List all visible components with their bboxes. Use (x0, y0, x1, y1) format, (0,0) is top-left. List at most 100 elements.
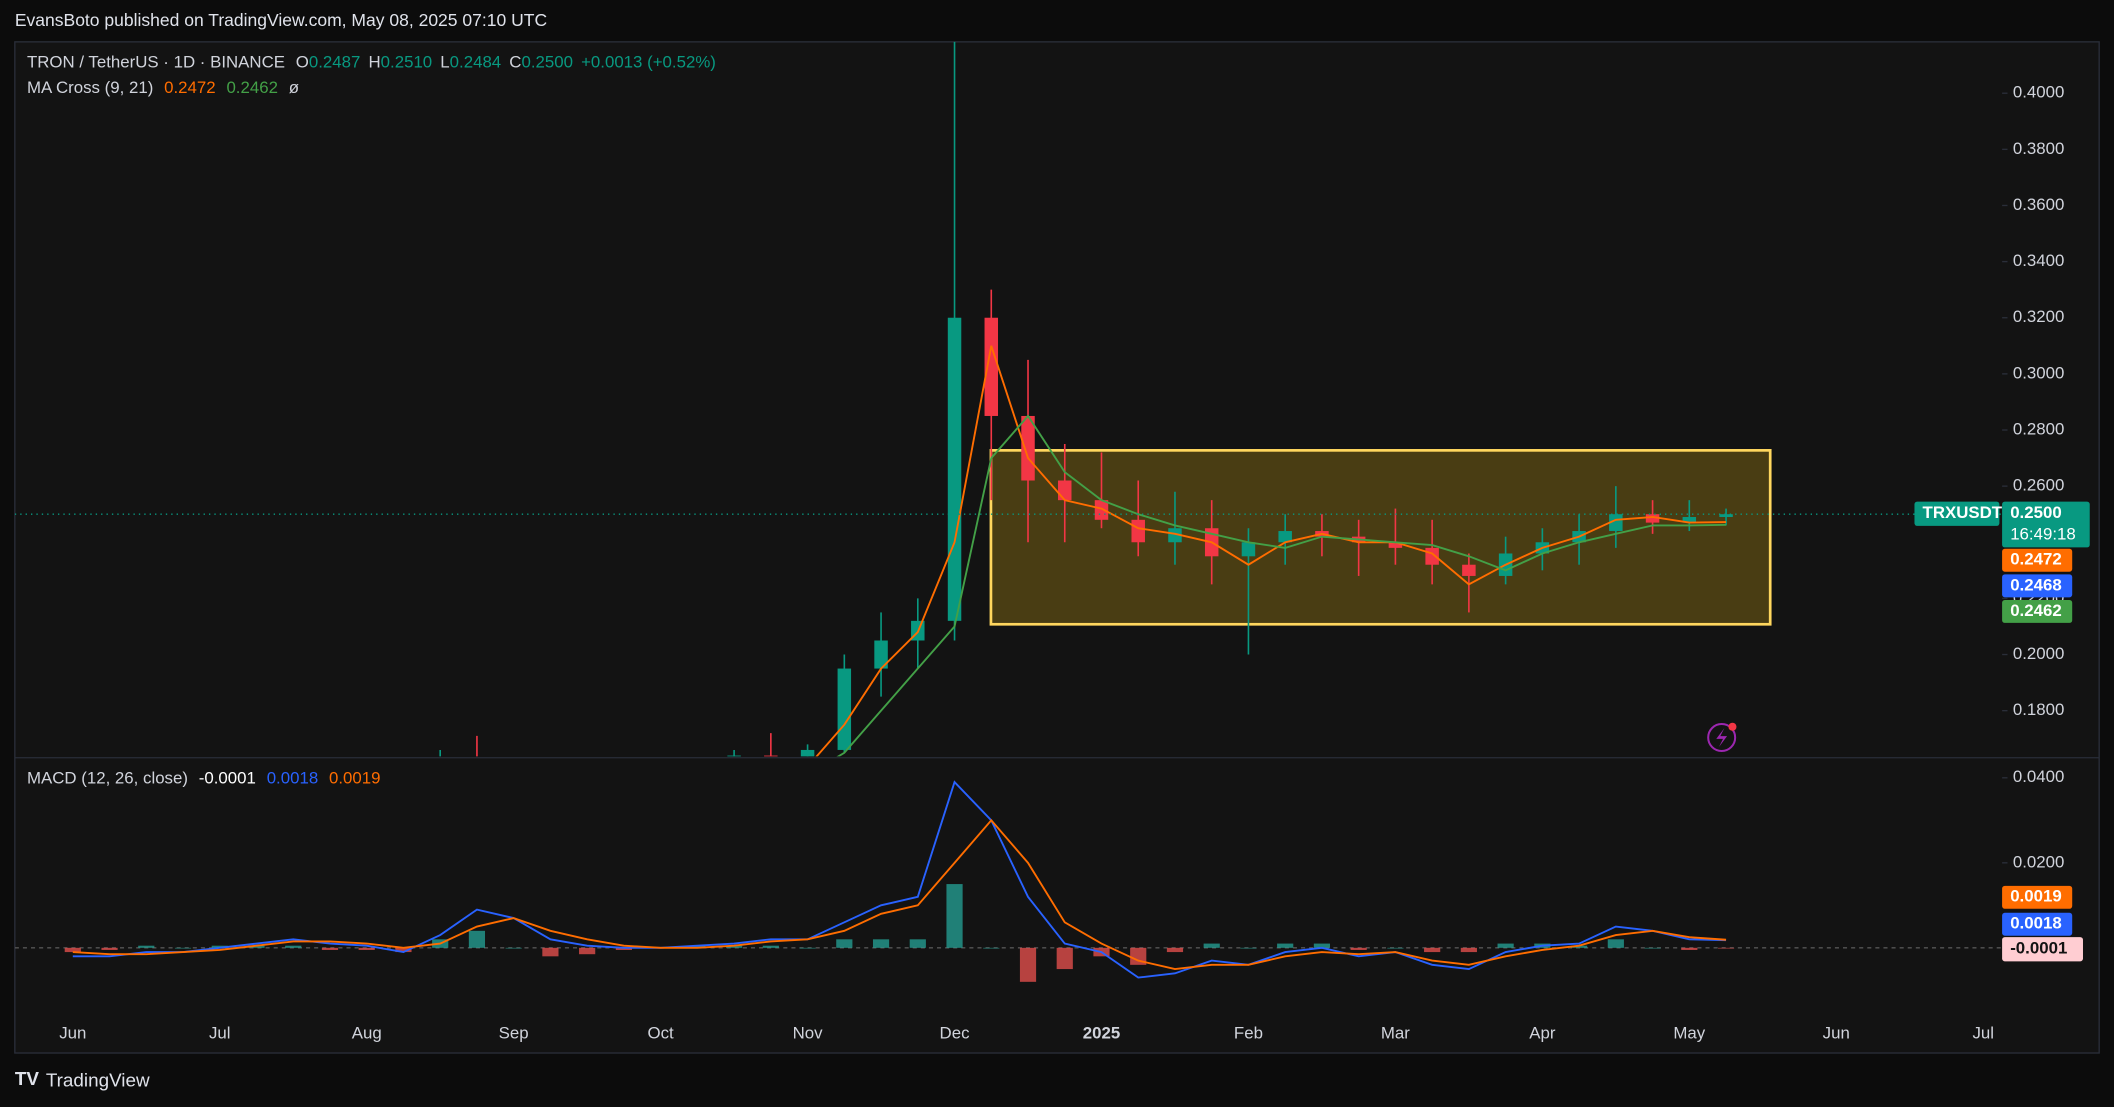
y-tick-label: 0.1800 (2013, 700, 2065, 719)
quote-value: 0.2484 (450, 53, 502, 72)
price-badge (2002, 885, 2073, 909)
histogram-bar (799, 947, 816, 949)
candle-body (837, 668, 852, 750)
ma-value: 0.2472 (164, 78, 216, 97)
price-badge (2002, 600, 2073, 623)
histogram-bar (946, 884, 963, 948)
quote-key: O (296, 53, 309, 72)
histogram-bar (872, 939, 890, 948)
x-tick-label: Jul (209, 1024, 231, 1043)
ma-title: MA Cross (9, 21) (27, 78, 153, 97)
badge-label: 0.2500 (2010, 503, 2062, 522)
histogram-bar (211, 945, 228, 948)
price-badge (2002, 937, 2083, 962)
histogram-bar (836, 939, 853, 948)
candle-body (874, 640, 888, 669)
x-tick-label: Jun (59, 1024, 86, 1043)
y-tick-label: 0.0400 (2013, 767, 2065, 786)
histogram-bar (542, 947, 559, 957)
histogram-bar (505, 947, 522, 949)
badge-label: 0.2462 (2010, 601, 2062, 620)
histogram-bar (358, 947, 375, 950)
candle-body (1278, 531, 1292, 543)
brand: TradingView (46, 1069, 150, 1090)
histogram-bar (762, 945, 779, 948)
x-tick-label: Sep (499, 1024, 529, 1043)
x-tick-label: May (1673, 1024, 1705, 1043)
quote-key: H (368, 53, 380, 72)
histogram-bar (1277, 943, 1294, 948)
x-tick-label: Oct (648, 1024, 675, 1043)
histogram-bar (1387, 947, 1404, 949)
publisher: EvansBoto published on TradingView.com, … (15, 10, 547, 30)
price-badge (2002, 912, 2073, 936)
candle-body (1645, 514, 1660, 523)
histogram-bar (321, 947, 339, 950)
badge-label: 0.0019 (2010, 887, 2062, 906)
histogram-bar (1056, 947, 1073, 970)
x-tick-label: Apr (1529, 1024, 1556, 1043)
candle-body (1094, 500, 1109, 520)
price-badge (2002, 548, 2073, 572)
legend-line: TRON / TetherUS · 1D · BINANCE O0.2487 H 0.… (27, 53, 716, 72)
y-tick-label: 0.4000 (2013, 83, 2065, 102)
histogram-bar (1607, 939, 1624, 948)
candle-body (1131, 519, 1145, 543)
histogram-bar (1460, 947, 1477, 953)
histogram-bar (285, 945, 302, 948)
price-pane (14, 41, 2003, 757)
range-box (989, 449, 1772, 626)
histogram-bar (726, 945, 743, 948)
histogram-bar (1681, 947, 1698, 950)
histogram-bar (1203, 943, 1220, 948)
chart-panel (14, 41, 2100, 1054)
ma-symbol: ø (289, 78, 299, 97)
candle-body (1241, 542, 1256, 557)
candle-body (727, 755, 741, 757)
macd-value: -0.0001 (199, 769, 256, 788)
candle-body (1609, 514, 1623, 532)
symbol: TRON / TetherUS · 1D · BINANCE (27, 53, 285, 72)
histogram-bar (101, 947, 118, 950)
y-tick-label: 0.2000 (2013, 644, 2065, 663)
ma-line (836, 414, 1727, 757)
quote-key: L (440, 53, 449, 72)
macd-line (72, 818, 1727, 971)
macd-value: 0.0019 (329, 769, 381, 788)
ma-line (815, 345, 1727, 757)
candle-body (1168, 528, 1182, 543)
badge-label: -0.0001 (2010, 939, 2067, 958)
badge-label: 0.2472 (2010, 550, 2062, 569)
histogram-bar (615, 947, 632, 950)
y-tick-label: 0.2800 (2013, 419, 2065, 438)
y-tick-label: 0.3800 (2013, 139, 2065, 158)
badge-label: TRXUSDT (1923, 503, 2003, 522)
alert-icon (1707, 722, 1737, 753)
badge-label: 0.0018 (2010, 914, 2062, 933)
histogram-bar (1350, 947, 1367, 950)
candle-body (947, 317, 962, 621)
y-tick-label: 0.0200 (2013, 852, 2065, 871)
histogram-bar (1717, 947, 1735, 949)
y-tick-label: 0.3400 (2013, 251, 2065, 270)
histogram-bar (909, 939, 926, 948)
histogram-bar (1497, 943, 1514, 948)
x-tick-label: Jun (1823, 1024, 1850, 1043)
histogram-bar (1166, 947, 1184, 953)
ma-legend: MA Cross (9, 21) 0.2472 0.2462 ø (27, 78, 299, 97)
candle-body (1021, 415, 1035, 481)
quote-value: 0.2487 (309, 53, 361, 72)
histogram-bar (174, 947, 192, 949)
badge-label: 0.2468 (2010, 575, 2062, 594)
histogram-bar (1571, 945, 1588, 948)
x-tick-label: 2025 (1083, 1024, 1120, 1043)
macd-legend: MACD (12, 26, close) -0.0001 0.0018 0.0019 (27, 769, 381, 788)
y-tick-label: 0.3200 (2013, 307, 2065, 326)
histogram-bar (64, 947, 81, 953)
histogram-bar (468, 930, 486, 948)
histogram-bar (579, 947, 596, 955)
candle-body (984, 317, 999, 416)
histogram-bar (248, 945, 265, 948)
macd-value: 0.0018 (267, 769, 319, 788)
